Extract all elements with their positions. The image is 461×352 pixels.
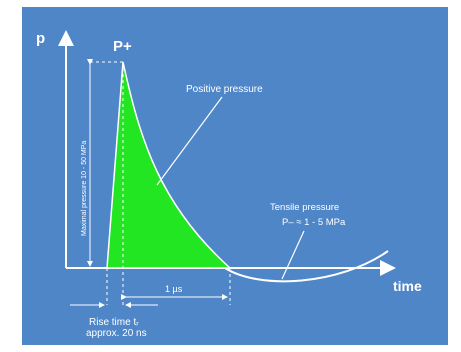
diagram-panel (22, 7, 448, 345)
duration-label: 1 µs (165, 284, 183, 294)
rise-time-label-1: Rise time tᵣ (89, 317, 139, 328)
tensile-pressure-curve (224, 250, 389, 283)
positive-pressure-pointer (156, 96, 223, 186)
x-axis-label: time (393, 278, 422, 294)
positive-pressure-area (106, 61, 232, 269)
tensile-pressure-pointer (281, 230, 305, 280)
y-axis-label: p (36, 30, 45, 47)
tensile-pressure-value: P– ≈ 1 - 5 MPa (282, 217, 346, 228)
max-pressure-label: Maximal pressure 10 - 50 MPa (81, 141, 88, 236)
guide-lines (90, 61, 231, 305)
rise-time-label-2: approx. 20 ns (86, 328, 147, 339)
tensile-pressure-title: Tensile pressure (270, 202, 339, 213)
positive-pressure-label: Positive pressure (186, 84, 263, 95)
peak-label: P+ (113, 38, 132, 55)
